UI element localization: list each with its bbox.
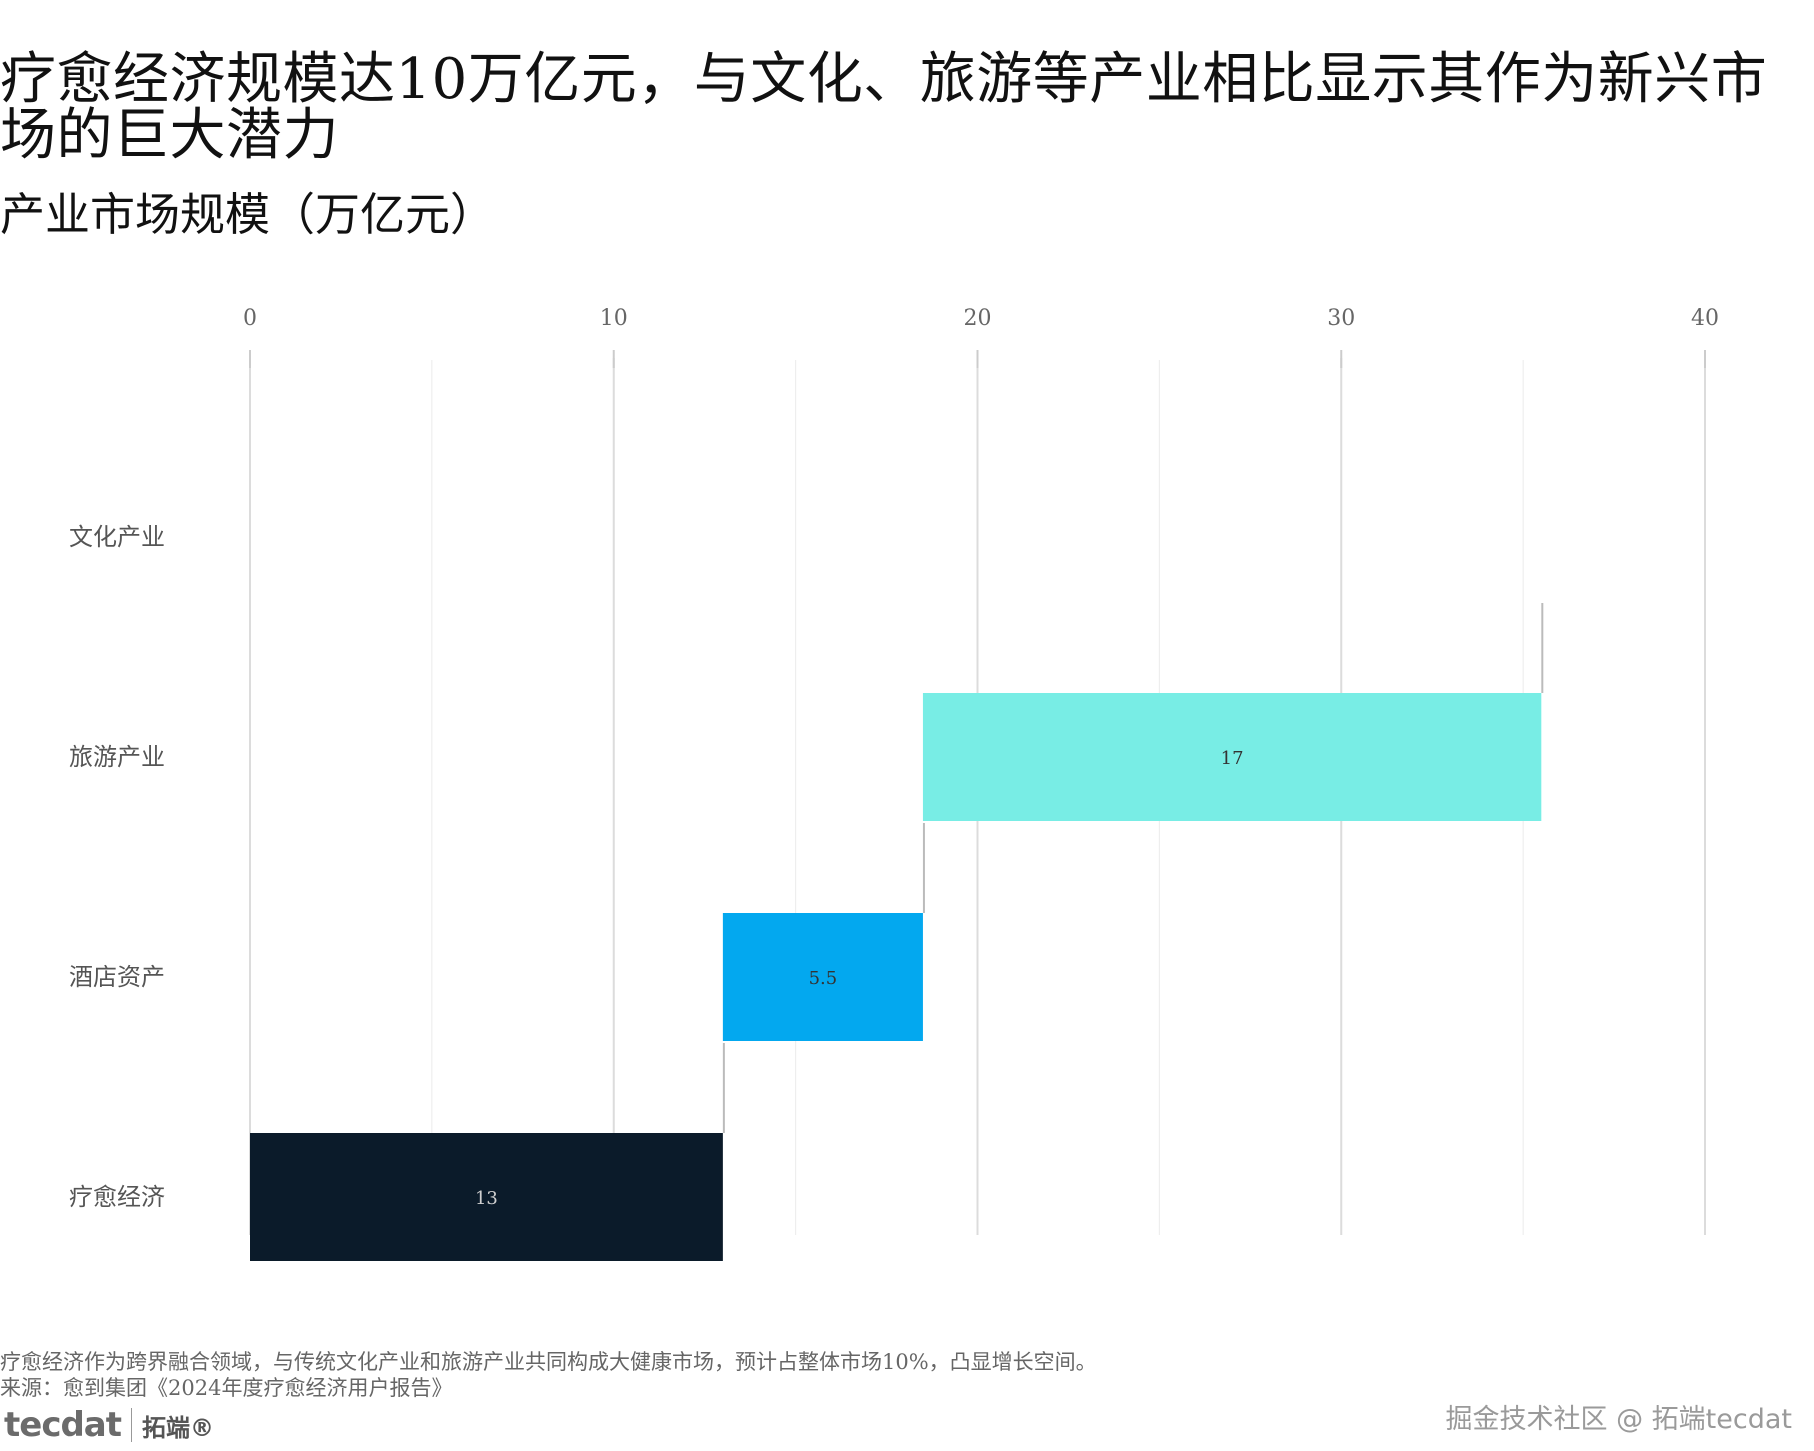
chart-source: 来源：愈到集团《2024年度疗愈经济用户报告》 xyxy=(0,1376,453,1400)
brand-name: 拓端® xyxy=(142,1413,215,1442)
category-label: 疗愈经济 xyxy=(69,1183,165,1211)
category-label: 酒店资产 xyxy=(69,963,165,991)
x-tick-label: 20 xyxy=(964,306,992,331)
watermark: 掘金技术社区 @ 拓端tecdat xyxy=(1445,1404,1792,1435)
x-tick-label: 30 xyxy=(1327,306,1355,331)
x-tick-label: 10 xyxy=(600,306,628,331)
bar-value-label: 5.5 xyxy=(809,968,838,989)
category-label: 文化产业 xyxy=(69,523,165,551)
chart-subtitle: 产业市场规模（万亿元） xyxy=(0,188,496,241)
bar-value-label: 17 xyxy=(1221,748,1244,769)
x-tick-label: 40 xyxy=(1691,306,1719,331)
bar xyxy=(250,1133,723,1261)
tecdat-logo-icon: tecdat xyxy=(4,1405,122,1445)
bar-value-label: 13 xyxy=(475,1188,498,1209)
category-label: 旅游产业 xyxy=(69,743,165,771)
bar xyxy=(922,693,1542,821)
brand-logo: tecdat 拓端® xyxy=(4,1403,214,1447)
x-tick-label: 0 xyxy=(243,306,257,331)
chart-title: 疗愈经济规模达10万亿元，与文化、旅游等产业相比显示其作为新兴市场的巨大潜力 xyxy=(0,47,1768,168)
bar xyxy=(722,913,923,1041)
logo-divider xyxy=(131,1408,133,1442)
chart-note: 疗愈经济作为跨界融合领域，与传统文化产业和旅游产业共同构成大健康市场，预计占整体… xyxy=(0,1350,1097,1374)
